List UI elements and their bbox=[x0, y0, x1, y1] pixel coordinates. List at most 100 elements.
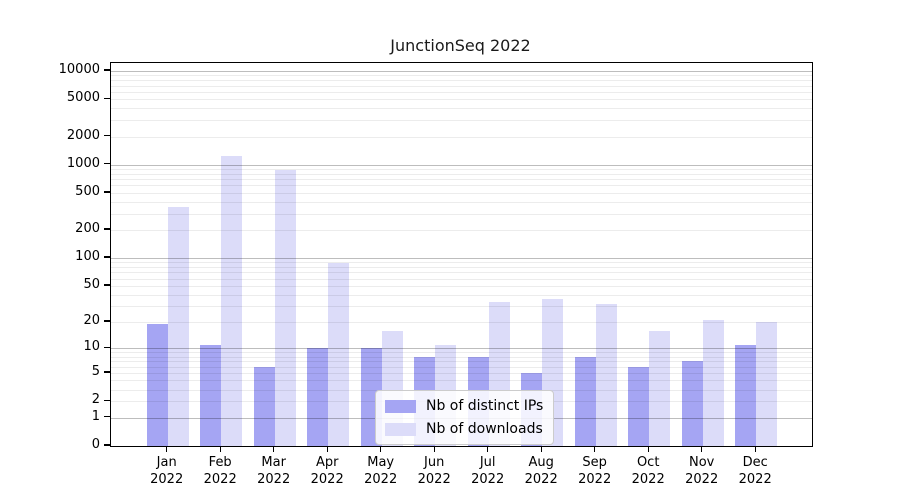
y-tick-label-500: 500 bbox=[75, 183, 100, 199]
y-tick-2 bbox=[104, 399, 110, 401]
gridline-minor-4000 bbox=[111, 108, 812, 110]
x-tick-jun bbox=[433, 446, 435, 453]
x-tick-label-may: May 2022 bbox=[364, 455, 398, 487]
x-tick-dec bbox=[754, 446, 756, 453]
bar-distinct-ips-feb bbox=[200, 344, 222, 446]
plot-area: Nb of distinct IPs Nb of downloads bbox=[110, 62, 813, 447]
x-tick-label-mar: Mar 2022 bbox=[257, 455, 291, 487]
bar-downloads-feb bbox=[221, 155, 243, 446]
x-tick-may bbox=[380, 446, 382, 453]
gridline-minor-60 bbox=[111, 278, 812, 280]
y-tick-0 bbox=[104, 444, 110, 446]
gridline-minor-90 bbox=[111, 262, 812, 264]
gridline-minor-700 bbox=[111, 179, 812, 181]
gridline-minor-400 bbox=[111, 201, 812, 203]
legend-swatch-downloads bbox=[385, 422, 416, 436]
gridline-minor-8000 bbox=[111, 80, 812, 82]
gridline-minor-5000 bbox=[111, 99, 812, 101]
y-tick-10 bbox=[104, 346, 110, 349]
bar-downloads-sep bbox=[595, 303, 617, 446]
y-tick-label-1000: 1000 bbox=[66, 155, 100, 171]
gridline-minor-800 bbox=[111, 173, 812, 175]
x-tick-sep bbox=[594, 446, 596, 453]
x-tick-label-jun: Jun 2022 bbox=[417, 455, 451, 487]
x-tick-mar bbox=[273, 446, 275, 453]
y-tick-label-2: 2 bbox=[91, 392, 100, 408]
legend-label-downloads: Nb of downloads bbox=[426, 421, 543, 437]
y-tick-5000 bbox=[104, 97, 110, 99]
x-tick-label-oct: Oct 2022 bbox=[631, 455, 665, 487]
y-tick-100 bbox=[104, 256, 110, 258]
y-tick-label-10: 10 bbox=[83, 339, 100, 355]
x-tick-label-aug: Aug 2022 bbox=[524, 455, 558, 487]
gridline-minor-7000 bbox=[111, 85, 812, 87]
x-tick-oct bbox=[647, 446, 649, 453]
x-tick-label-jan: Jan 2022 bbox=[150, 455, 184, 487]
chart-title: JunctionSeq 2022 bbox=[390, 36, 531, 55]
y-tick-1 bbox=[104, 416, 110, 418]
bar-distinct-ips-dec bbox=[735, 344, 757, 446]
y-tick-5 bbox=[104, 371, 110, 373]
bar-distinct-ips-oct bbox=[628, 366, 650, 446]
y-tick-50 bbox=[104, 284, 110, 286]
x-tick-aug bbox=[540, 446, 542, 453]
gridline-minor-600 bbox=[111, 185, 812, 187]
y-tick-label-2000: 2000 bbox=[66, 127, 100, 143]
bar-downloads-jan bbox=[167, 207, 189, 446]
gridline-minor-3000 bbox=[111, 120, 812, 121]
y-tick-200 bbox=[104, 228, 110, 230]
gridline-minor-2000 bbox=[111, 136, 812, 138]
y-tick-500 bbox=[104, 191, 110, 193]
gridline-minor-6000 bbox=[111, 91, 812, 93]
legend-label-distinct-ips: Nb of distinct IPs bbox=[426, 398, 544, 414]
gridline-major-10000 bbox=[111, 70, 812, 72]
gridline-minor-300 bbox=[111, 213, 812, 215]
y-tick-label-50: 50 bbox=[83, 276, 100, 292]
y-tick-label-5: 5 bbox=[91, 364, 100, 380]
gridline-minor-80 bbox=[111, 267, 812, 269]
gridline-minor-200 bbox=[111, 230, 812, 232]
bar-downloads-oct bbox=[649, 330, 671, 446]
y-tick-20 bbox=[104, 320, 110, 322]
x-tick-label-feb: Feb 2022 bbox=[203, 455, 237, 487]
bar-downloads-dec bbox=[756, 322, 778, 446]
x-tick-jul bbox=[487, 446, 489, 453]
legend: Nb of distinct IPs Nb of downloads bbox=[375, 390, 555, 445]
y-tick-10000 bbox=[104, 69, 110, 71]
legend-entry-distinct-ips: Nb of distinct IPs bbox=[385, 398, 543, 414]
x-tick-jan bbox=[166, 446, 168, 453]
y-tick-1000 bbox=[104, 163, 110, 165]
y-tick-label-10000: 10000 bbox=[58, 61, 100, 77]
bar-distinct-ips-apr bbox=[307, 348, 329, 446]
x-tick-label-jul: Jul 2022 bbox=[471, 455, 505, 487]
y-tick-label-100: 100 bbox=[75, 249, 100, 265]
legend-swatch-distinct-ips bbox=[385, 399, 416, 413]
gridline-major-1000 bbox=[111, 164, 812, 166]
gridline-minor-900 bbox=[111, 168, 812, 170]
x-tick-label-sep: Sep 2022 bbox=[578, 455, 612, 487]
y-tick-2000 bbox=[104, 134, 110, 137]
x-tick-label-apr: Apr 2022 bbox=[310, 455, 344, 487]
bar-downloads-nov bbox=[702, 320, 724, 446]
gridline-minor-50 bbox=[111, 285, 812, 287]
bar-downloads-mar bbox=[274, 169, 296, 446]
legend-entry-downloads: Nb of downloads bbox=[385, 421, 543, 437]
x-tick-label-dec: Dec 2022 bbox=[738, 455, 772, 487]
y-tick-label-200: 200 bbox=[75, 221, 100, 237]
y-tick-label-5000: 5000 bbox=[66, 90, 100, 106]
x-tick-nov bbox=[701, 446, 703, 453]
gridline-minor-40 bbox=[111, 294, 812, 296]
bar-distinct-ips-nov bbox=[681, 361, 703, 446]
gridline-minor-30 bbox=[111, 306, 812, 308]
gridline-minor-500 bbox=[111, 192, 812, 194]
gridline-minor-9000 bbox=[111, 75, 812, 77]
y-tick-label-0: 0 bbox=[91, 437, 100, 452]
gridline-major-100 bbox=[111, 258, 812, 260]
x-tick-label-nov: Nov 2022 bbox=[685, 455, 719, 487]
bar-distinct-ips-jan bbox=[146, 324, 168, 446]
y-tick-label-1: 1 bbox=[91, 408, 100, 424]
bar-distinct-ips-sep bbox=[574, 356, 596, 446]
bar-downloads-apr bbox=[328, 263, 350, 446]
bar-distinct-ips-mar bbox=[253, 366, 275, 446]
